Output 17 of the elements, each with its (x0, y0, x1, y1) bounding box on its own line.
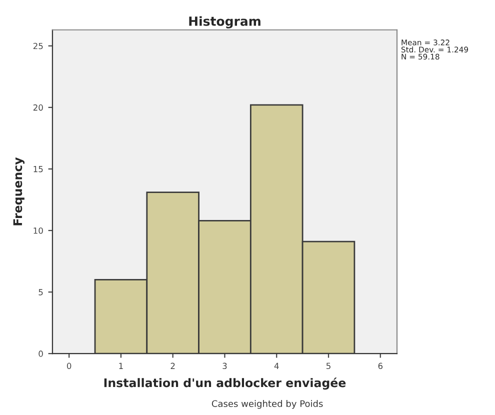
y-tick-label: 0 (38, 350, 43, 357)
x-tick-label: 5 (326, 362, 330, 370)
y-axis-title: Frequency (13, 157, 25, 226)
y-tick-label: 15 (34, 166, 43, 172)
x-tick-label: 3 (222, 362, 227, 370)
y-tick-label: 25 (33, 42, 43, 50)
x-tick-label: 1 (119, 362, 123, 369)
x-tick-label: 0 (66, 362, 72, 370)
text: Cases weighted by Poids (212, 400, 323, 409)
y-tick-label: 5 (38, 289, 43, 296)
x-tick-label: 2 (170, 362, 175, 369)
y-tick-label: 10 (34, 227, 43, 234)
y-tick-label: 20 (33, 104, 43, 111)
chart-title: Histogram (189, 16, 260, 28)
x-tick-label: 6 (378, 362, 383, 370)
x-axis-title: Installation d'un adblocker enviagée (104, 378, 346, 390)
x-tick-label: 4 (274, 362, 279, 369)
